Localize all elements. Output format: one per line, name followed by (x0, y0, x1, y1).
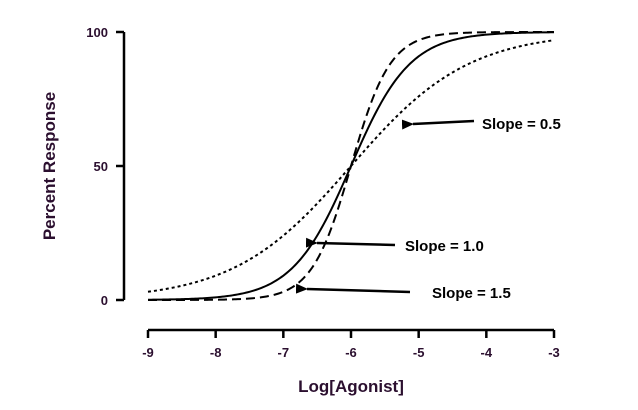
x-tick-label: -7 (278, 345, 290, 360)
y-tick-label: 50 (94, 159, 108, 174)
x-tick-label: -4 (481, 345, 493, 360)
curves (147, 31, 555, 301)
annotation-arrow (401, 119, 475, 130)
annotation-label: Slope = 0.5 (482, 116, 561, 133)
x-tick-label: -9 (142, 345, 154, 360)
y-tick-label: 0 (101, 293, 108, 308)
x-tick-label: -3 (548, 345, 560, 360)
annotation-label: Slope = 1.0 (405, 238, 484, 255)
y-axis-title: Percent Response (40, 92, 59, 240)
x-tick-label: -6 (345, 345, 357, 360)
y-tick-label: 100 (86, 25, 108, 40)
curve-slope-0.5 (147, 39, 555, 293)
y-ticks: 0 50 100 (86, 25, 124, 308)
x-ticks: -9 -8 -7 -6 -5 -4 -3 (142, 330, 560, 360)
x-tick-label: -8 (210, 345, 222, 360)
x-axis-title: Log[Agonist] (298, 377, 404, 396)
curve-slope-1.5 (148, 31, 554, 301)
annotation-arrow (305, 237, 396, 248)
annotation-label: Slope = 1.5 (432, 285, 511, 302)
x-tick-label: -5 (413, 345, 425, 360)
annotation-arrow (295, 283, 411, 294)
annotations: Slope = 0.5 Slope = 1.0 Slope = 1.5 (295, 116, 561, 302)
